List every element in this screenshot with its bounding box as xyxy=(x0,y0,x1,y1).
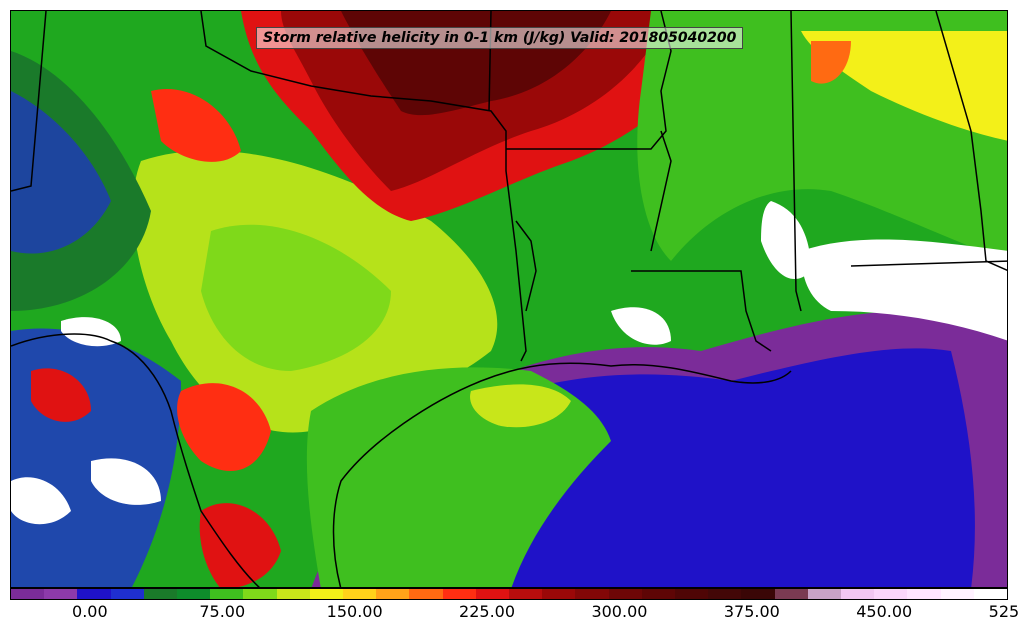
colorbar-segment xyxy=(110,589,144,599)
colorbar-segment xyxy=(376,589,410,599)
state-boundaries xyxy=(11,11,1007,587)
colorbar-segment xyxy=(475,589,510,599)
texas-oklahoma-border xyxy=(200,11,527,362)
colorbar-segment xyxy=(608,589,642,599)
gulf-coastline xyxy=(332,362,792,587)
rio-grande-red-patch xyxy=(199,503,281,587)
colorbar-tick-label: 300.00 xyxy=(591,602,648,621)
colorbar-tick-label: 375.00 xyxy=(723,602,780,621)
colorbar-tick-label: 450.00 xyxy=(856,602,913,621)
northeast-yellow-patch xyxy=(801,31,1007,141)
colorbar-segment xyxy=(774,589,808,599)
colorbar-segment xyxy=(807,589,842,599)
colorbar xyxy=(10,588,1008,600)
colorbar-tick-label: 0.00 xyxy=(72,602,108,621)
helicity-map xyxy=(11,11,1007,587)
texas-coast-yellow xyxy=(470,384,571,428)
colorbar-segment xyxy=(641,589,676,599)
colorbar-segment xyxy=(575,589,609,599)
rio-grande xyxy=(11,333,260,587)
colorbar-tick-label: 75.00 xyxy=(199,602,246,621)
colorbar-segment xyxy=(675,589,709,599)
map-panel: Storm relative helicity in 0-1 km (J/kg)… xyxy=(10,10,1008,588)
south-texas-red-patch xyxy=(177,383,271,471)
colorbar-segment xyxy=(44,589,78,599)
colorbar-segment xyxy=(509,589,543,599)
colorbar-segment xyxy=(409,589,443,599)
mississippi-river xyxy=(650,130,672,252)
colorbar-segment xyxy=(907,589,941,599)
map-title: Storm relative helicity in 0-1 km (J/kg)… xyxy=(256,27,744,49)
florida-line xyxy=(850,260,1007,267)
colorbar-segment xyxy=(243,589,277,599)
northwest-red-patch xyxy=(151,89,241,162)
white-patch-florida xyxy=(801,239,1007,341)
colorbar-segment xyxy=(542,589,576,599)
light-green-field xyxy=(201,224,391,371)
colorbar-segment xyxy=(276,589,310,599)
white-patch-mexico-2 xyxy=(11,477,71,525)
colorbar-segment xyxy=(210,589,244,599)
colorbar-segment xyxy=(309,589,344,599)
colorbar-segment xyxy=(343,589,377,599)
new-mexico-line xyxy=(11,11,47,192)
colorbar-segment xyxy=(77,589,111,599)
alabama-georgia xyxy=(935,11,1007,271)
colorbar-segment xyxy=(11,589,45,599)
louisiana-west xyxy=(515,220,537,312)
northeast-orange-patch xyxy=(811,41,851,84)
colorbar-segment xyxy=(177,589,211,599)
colorbar-segment xyxy=(143,589,178,599)
mexico-red-patch xyxy=(31,368,91,422)
colorbar-ticks: 0.00 75.00 150.00 225.00 300.00 375.00 450.00 5… xyxy=(10,602,1018,626)
colorbar-segment xyxy=(841,589,875,599)
white-patch-mississippi xyxy=(761,201,811,280)
colorbar-segment xyxy=(874,589,908,599)
white-patch-louisiana xyxy=(611,307,671,345)
colorbar-tick-label: 525.00 xyxy=(988,602,1018,621)
colorbar-segment xyxy=(442,589,476,599)
colorbar-segment xyxy=(708,589,742,599)
louisiana-north xyxy=(631,270,772,352)
colorbar-segment xyxy=(973,589,1008,599)
white-patch-mexico-1 xyxy=(91,458,161,505)
colorbar-segment xyxy=(741,589,775,599)
colorbar-segment xyxy=(940,589,974,599)
colorbar-tick-label: 225.00 xyxy=(459,602,516,621)
mississippi-alabama xyxy=(790,11,802,312)
colorbar-tick-label: 150.00 xyxy=(326,602,383,621)
